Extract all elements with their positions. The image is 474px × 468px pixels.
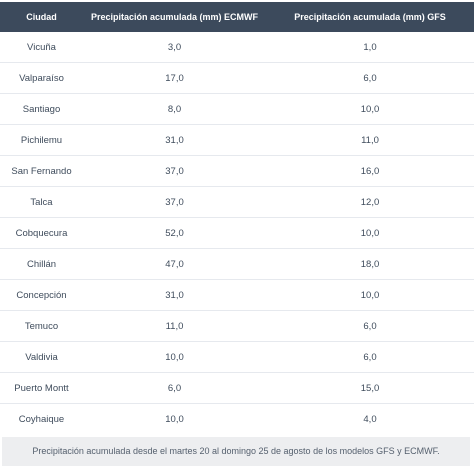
ecmwf-value-cell: 11,0 (83, 310, 266, 342)
city-cell: Puerto Montt (0, 372, 83, 404)
ecmwf-value-cell: 10,0 (83, 341, 266, 373)
table-row: Concepción 31,0 10,0 (0, 279, 474, 311)
gfs-value-cell: 15,0 (266, 372, 474, 404)
gfs-value-cell: 6,0 (266, 310, 474, 342)
ecmwf-value-cell: 47,0 (83, 248, 266, 280)
table-row: Temuco 11,0 6,0 (0, 310, 474, 342)
ecmwf-value-cell: 37,0 (83, 186, 266, 218)
city-cell: Santiago (0, 93, 83, 125)
header-city: Ciudad (0, 2, 83, 32)
city-cell: Temuco (0, 310, 83, 342)
city-cell: Talca (0, 186, 83, 218)
ecmwf-value-cell: 31,0 (83, 124, 266, 156)
ecmwf-value-cell: 17,0 (83, 62, 266, 94)
city-cell: Coyhaique (18, 413, 65, 425)
gfs-value-cell: 6,0 (266, 62, 474, 94)
ecmwf-value-cell: 6,0 (83, 372, 266, 404)
city-cell: Valparaíso (0, 62, 83, 94)
city-cell: Vicuña (0, 32, 83, 63)
gfs-value-cell: 12,0 (266, 186, 474, 218)
table-row: Pichilemu 31,0 11,0 (0, 124, 474, 156)
ecmwf-value-cell: 31,0 (83, 279, 266, 311)
header-ecmwf: Precipitación acumulada (mm) ECMWF (83, 2, 266, 32)
city-cell: Concepción (0, 279, 83, 311)
table-row: Talca 37,0 12,0 (0, 186, 474, 218)
ecmwf-value-cell: 8,0 (83, 93, 266, 125)
table-row: Valparaíso 17,0 6,0 (0, 62, 474, 94)
gfs-value-cell: 10,0 (266, 217, 474, 249)
table-header: Ciudad Precipitación acumulada (mm) ECMW… (0, 2, 474, 32)
table-row: Valdivia 10,0 6,0 (0, 341, 474, 373)
header-row: Ciudad Precipitación acumulada (mm) ECMW… (0, 2, 474, 32)
table-row: Chillán 47,0 18,0 (0, 248, 474, 280)
gfs-value-cell: 11,0 (266, 124, 474, 156)
city-cell: Valdivia (0, 341, 83, 373)
table-body: Vicuña 3,0 1,0 Valparaíso 17,0 6,0 Santiago 8,0… (0, 32, 474, 434)
gfs-value-cell: 6,0 (266, 341, 474, 373)
table-row: Cobquecura 52,0 10,0 (0, 217, 474, 249)
city-cell: Chillán (0, 248, 83, 280)
ecmwf-value-cell: 10,0 (165, 413, 184, 425)
precipitation-table: Ciudad Precipitación acumulada (mm) ECMW… (0, 2, 474, 434)
city-cell: Cobquecura (0, 217, 83, 249)
header-gfs: Precipitación acumulada (mm) GFS (266, 2, 474, 32)
gfs-value-cell: 18,0 (266, 248, 474, 280)
table-row: Santiago 8,0 10,0 (0, 93, 474, 125)
table-row: Coyhaique 10,0 4,0 (0, 404, 474, 435)
gfs-value-cell: 10,0 (266, 279, 474, 311)
city-cell: San Fernando (0, 155, 83, 187)
gfs-value-cell: 4,0 (363, 413, 377, 425)
table-row: San Fernando 37,0 16,0 (0, 155, 474, 187)
gfs-value-cell: 10,0 (266, 93, 474, 125)
gfs-value-cell: 1,0 (266, 32, 474, 63)
table-caption: Precipitación acumulada desde el martes … (2, 437, 470, 466)
city-cell: Pichilemu (0, 124, 83, 156)
ecmwf-value-cell: 52,0 (83, 217, 266, 249)
ecmwf-value-cell: 37,0 (83, 155, 266, 187)
table-row: Puerto Montt 6,0 15,0 (0, 372, 474, 404)
table-row: Vicuña 3,0 1,0 (0, 32, 474, 63)
ecmwf-value-cell: 3,0 (83, 32, 266, 63)
gfs-value-cell: 16,0 (266, 155, 474, 187)
